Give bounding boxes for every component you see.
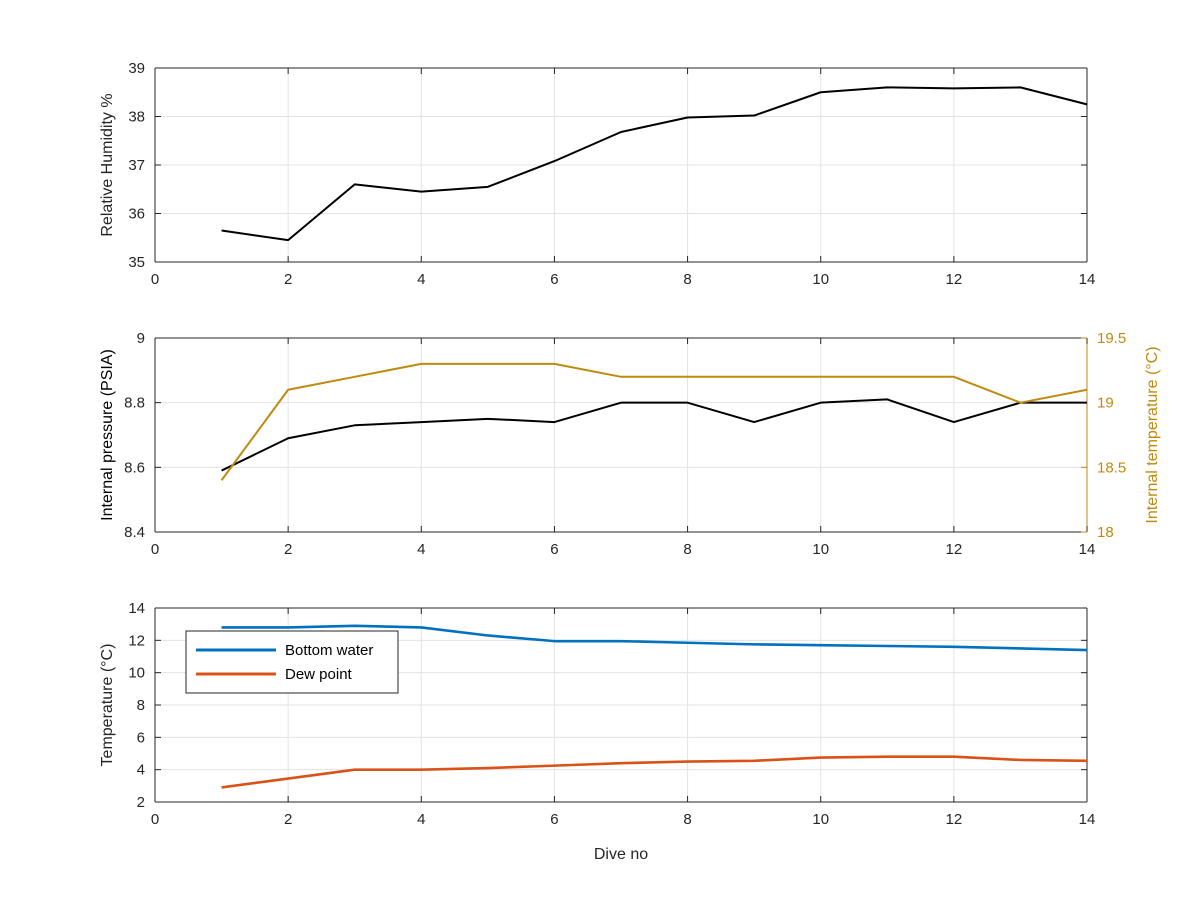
y2-tick-label: 19: [1097, 395, 1114, 412]
x-tick-label: 12: [946, 271, 963, 288]
y2-tick-label: 18: [1097, 524, 1114, 541]
y-tick-label: 10: [128, 665, 145, 682]
legend-label-bottom-water: Bottom water: [285, 642, 373, 659]
y-tick-label: 6: [137, 729, 145, 746]
y2-tick-label: 19.5: [1097, 330, 1126, 347]
series-1-line: [221, 86, 1088, 242]
y-tick-label: 9: [137, 330, 145, 347]
x-tick-label: 10: [812, 541, 829, 558]
x-tick-label: 14: [1079, 271, 1096, 288]
x-tick-label: 0: [151, 541, 159, 558]
x-tick-label: 4: [417, 541, 425, 558]
x-tick-label: 4: [417, 271, 425, 288]
y-tick-label: 35: [128, 254, 145, 271]
y-tick-label: 14: [128, 600, 145, 617]
y2-tick-label: 18.5: [1097, 459, 1126, 476]
x-tick-label: 10: [812, 811, 829, 828]
right-axis-line: [220, 362, 1088, 481]
x-tick-label: 12: [946, 541, 963, 558]
x-tick-label: 2: [284, 811, 292, 828]
x-tick-label: 2: [284, 271, 292, 288]
x-tick-label: 12: [946, 811, 963, 828]
subplot-1: 0 2 4 6 8 10 12 14 35 36 37 38 39 Relative Humidity %: [99, 60, 1095, 288]
x-tick-label: 6: [550, 541, 558, 558]
legend-label-dew-point: Dew point: [285, 666, 353, 683]
x-axis-label: Dive no: [594, 846, 648, 863]
subplot-2: 0 2 4 6 8 10 12 14 8.4 8.6 8.8 9 18 18.5 19 19.5 Interna…: [99, 330, 1161, 558]
x-tick-label: 2: [284, 541, 292, 558]
y2-axis-label: Internal temperature (°C): [1144, 346, 1161, 523]
series-1-line: [221, 398, 1087, 472]
y-tick-label: 8.8: [124, 395, 145, 412]
x-tick-label: 10: [812, 271, 829, 288]
x-tick-label: 0: [151, 811, 159, 828]
y-tick-label: 38: [128, 109, 145, 126]
y-tick-label: 39: [128, 60, 145, 77]
y-tick-label: 4: [137, 762, 145, 779]
legend: Bottom water Dew point: [185, 630, 399, 694]
y-tick-label: 36: [128, 206, 145, 223]
legend-box: [185, 630, 399, 694]
x-tick-label: 6: [550, 811, 558, 828]
x-tick-label: 14: [1079, 541, 1096, 558]
y-tick-label: 37: [128, 157, 145, 174]
y-tick-label: 2: [137, 794, 145, 811]
x-tick-label: 14: [1079, 811, 1096, 828]
y-tick-label: 8: [137, 697, 145, 714]
y-tick-label: 12: [128, 632, 145, 649]
y-tick-label: 8.4: [124, 524, 145, 541]
x-tick-label: 4: [417, 811, 425, 828]
y-axis-label: Relative Humidity %: [99, 93, 116, 236]
x-tick-label: 8: [683, 811, 691, 828]
x-tick-label: 8: [683, 271, 691, 288]
y-axis-label: Temperature (°C): [99, 644, 116, 767]
y-axis-label: Internal pressure (PSIA): [99, 349, 116, 521]
x-tick-label: 8: [683, 541, 691, 558]
bottom-water-line: [221, 624, 1088, 652]
x-tick-label: 6: [550, 271, 558, 288]
x-tick-label: 0: [151, 271, 159, 288]
y-tick-label: 8.6: [124, 459, 145, 476]
dew-point-line: [221, 755, 1088, 789]
